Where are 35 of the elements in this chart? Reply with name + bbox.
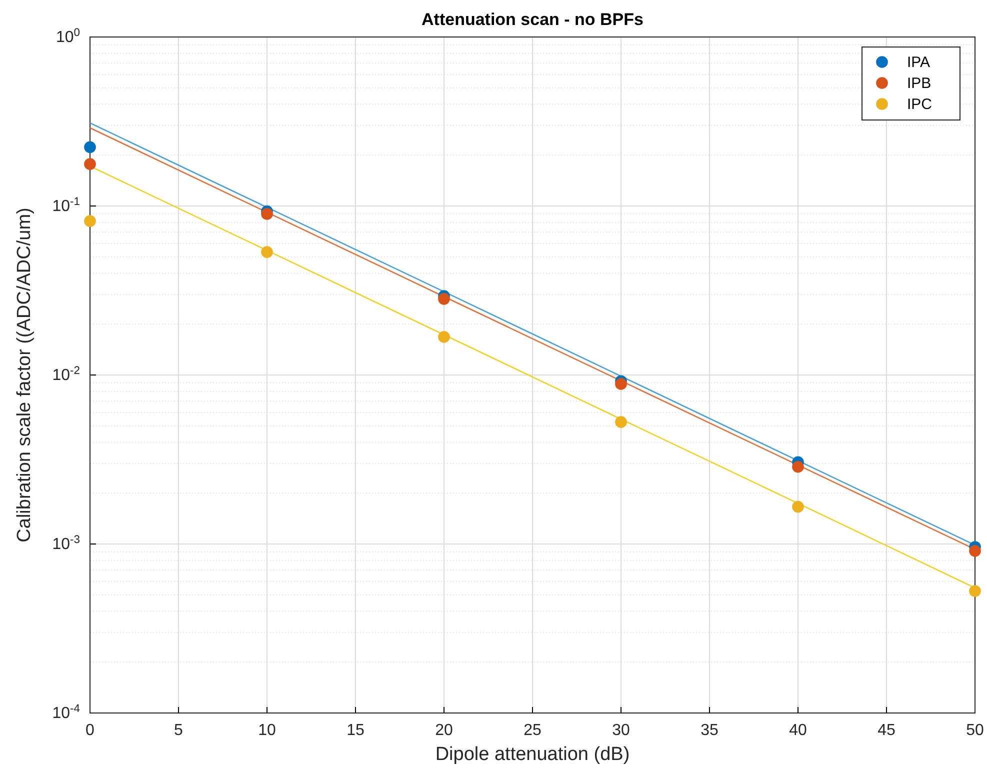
x-tick-label: 40	[789, 722, 807, 740]
x-tick-label: 5	[174, 722, 184, 740]
x-axis-title: Dipole attenuation (dB)	[435, 744, 630, 765]
point	[792, 500, 804, 513]
point	[615, 416, 627, 428]
y-tick-label: 10$^{-3}$	[52, 534, 80, 554]
y-tick-label: 10$^{-1}$	[52, 196, 80, 216]
point	[261, 246, 273, 258]
chart-title: Attenuation scan - no BPFs	[422, 10, 644, 29]
point	[261, 208, 273, 220]
legend-label: IPC	[907, 96, 932, 113]
x-tick-label: 30	[612, 722, 630, 740]
y-tick-label: 10$^{-2}$	[52, 365, 80, 384]
point	[792, 460, 804, 473]
y-tick-label: 10$^{0}$	[56, 27, 80, 46]
x-tick-label: 45	[878, 722, 896, 740]
legend-label: IPB	[907, 75, 932, 92]
point	[969, 545, 981, 557]
y-axis-title: Calibration scale factor ((ADC/ADC/um)	[14, 208, 35, 542]
x-tick-label: 25	[524, 722, 542, 740]
point	[438, 293, 450, 305]
x-tick-label: 10	[258, 722, 276, 740]
x-tick-label: 0	[86, 722, 95, 740]
point	[84, 215, 96, 227]
x-tick-label: 35	[700, 722, 718, 740]
legend-label: IPA	[907, 54, 930, 71]
point	[438, 331, 450, 343]
point	[615, 378, 627, 390]
x-tick-label: 50	[966, 722, 984, 740]
point	[969, 585, 981, 597]
y-tick-label: 10$^{-4}$	[52, 703, 80, 722]
x-tick-label: 15	[346, 722, 364, 740]
point	[84, 141, 96, 154]
x-tick-label: 20	[435, 722, 453, 740]
point	[84, 158, 96, 170]
